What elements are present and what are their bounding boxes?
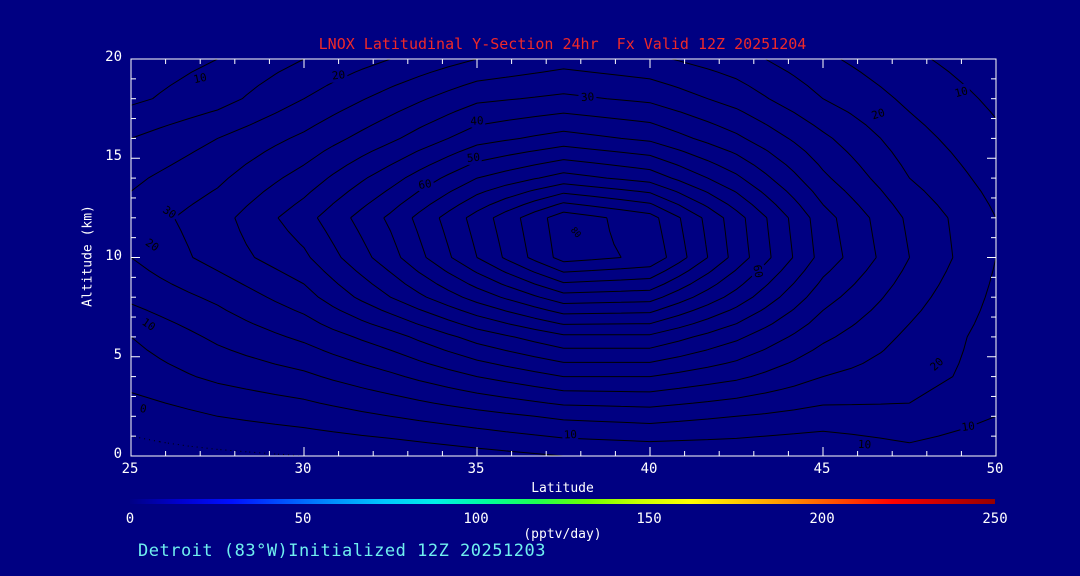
x-tick-label: 25 <box>121 461 139 477</box>
contour-line-5 <box>130 392 564 457</box>
x-tick-label: 50 <box>986 461 1004 477</box>
y-tick-label: 15 <box>105 148 122 165</box>
contour-label-10: 10 <box>192 71 208 86</box>
colorbar-tick-label: 100 <box>463 511 489 527</box>
contour-label-40: 40 <box>470 114 484 128</box>
contour-line-0 <box>130 435 305 457</box>
y-tick-label: 0 <box>113 446 122 462</box>
contour-label-80: 80 <box>568 226 583 241</box>
x-tick-label: 35 <box>467 461 485 477</box>
contour-label-60: 60 <box>417 177 432 192</box>
contour-line-70 <box>492 192 688 284</box>
contour-line-60 <box>438 172 729 304</box>
contour-line-20 <box>130 58 954 408</box>
contour-label-0: 0 <box>139 402 148 416</box>
y-tick-label: 5 <box>113 346 122 363</box>
station-init-caption: Detroit (83°W)Initialized 12Z 20251203 <box>138 541 546 561</box>
contour-label-30: 30 <box>160 203 178 221</box>
contour-line-30 <box>234 68 877 378</box>
x-axis-title: Latitude <box>531 481 594 496</box>
contour-line-80 <box>546 211 622 263</box>
colorbar-tick-label: 50 <box>294 511 312 527</box>
contour-label-50: 50 <box>466 151 481 165</box>
contour-label-10: 10 <box>563 428 577 442</box>
contour-label-20: 20 <box>331 68 346 83</box>
contour-label-20: 20 <box>870 106 887 122</box>
contour-line-35 <box>277 93 844 363</box>
contour-label-20: 20 <box>143 236 161 254</box>
contour-line-55 <box>411 159 750 315</box>
x-tick-label: 40 <box>640 461 658 477</box>
plot-frame <box>130 58 997 457</box>
contour-line-15 <box>130 58 997 424</box>
contour-label-10: 10 <box>858 438 872 452</box>
contour-label-20: 20 <box>928 355 947 374</box>
colorbar-tick-label: 0 <box>125 511 135 527</box>
contour-line-10 <box>130 58 997 444</box>
plot-area: 10 20 30 40 50 60 80 60 10 20 20 10 10 10 30 20 10 0 <box>130 58 997 457</box>
contour-label-30: 30 <box>581 90 595 104</box>
contour-line-50 <box>383 145 772 325</box>
chart-title: LNOX Latitudinal Y-Section 24hr Fx Valid… <box>318 35 807 53</box>
contour-line-25 <box>173 58 910 393</box>
contour-label-60: 60 <box>750 264 765 279</box>
colorbar-gradient <box>130 499 995 504</box>
y-tick-label: 20 <box>105 49 122 65</box>
x-tick-label: 30 <box>294 461 312 477</box>
contour-label-10: 10 <box>139 315 157 333</box>
y-tick-label: 10 <box>105 247 122 264</box>
colorbar-tick-label: 250 <box>982 511 1008 527</box>
contour-line-40 <box>316 112 815 349</box>
colorbar-tick-label: 150 <box>636 511 662 527</box>
x-tick-label: 45 <box>813 461 831 477</box>
contour-line-65 <box>465 183 709 294</box>
colorbar-units-label: (pptv/day) <box>523 527 602 542</box>
colorbar-tick-label: 200 <box>809 511 835 527</box>
contour-label-10: 10 <box>961 419 976 434</box>
contour-line-45 <box>350 130 794 336</box>
contour-line-75 <box>519 202 667 273</box>
